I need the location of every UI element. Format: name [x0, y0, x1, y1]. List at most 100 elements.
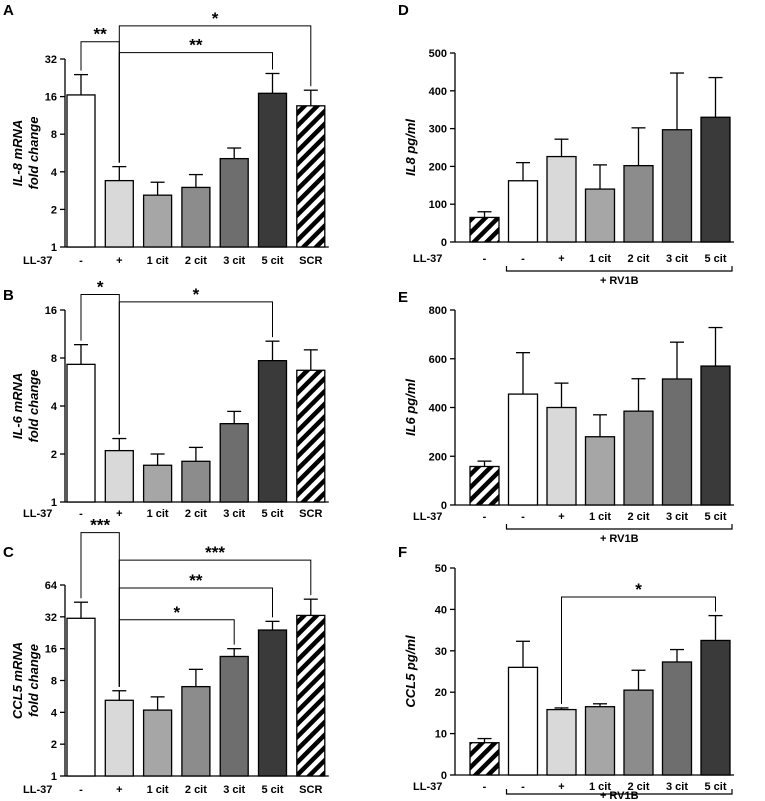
category-label-d-6: 5 cit	[704, 253, 726, 265]
panel-label-c: C	[3, 544, 14, 561]
bar-c-2	[142, 709, 173, 777]
category-label-d-5: 3 cit	[666, 253, 688, 265]
y-tick-label-d-3: 300	[429, 124, 447, 136]
category-label-f-5: 3 cit	[666, 781, 688, 793]
y-tick-label-d-0: 0	[441, 237, 447, 249]
significance-label-a-2: *	[212, 9, 219, 28]
significance-label-b-0: *	[97, 278, 104, 297]
bar-a-3	[181, 186, 211, 248]
y-tick-label-c-1: 2	[51, 739, 57, 751]
bar-c-6	[296, 614, 326, 777]
group-bracket-d	[505, 266, 733, 272]
category-label-e-3: 1 cit	[589, 511, 611, 523]
bar-f-5	[661, 661, 693, 776]
group-label-e: + RV1B	[600, 533, 639, 545]
category-label-e-4: 2 cit	[627, 511, 649, 523]
category-label-f-0: -	[483, 781, 487, 793]
category-label-b-5: 5 cit	[261, 508, 283, 520]
y-tick-label-e-1: 200	[429, 451, 447, 463]
significance-label-a-0: **	[94, 25, 108, 44]
y-tick-label-f-5: 50	[435, 563, 447, 575]
significance-label-c-2: **	[189, 571, 203, 590]
y-axis-label-b-0: IL-6 mRNA	[10, 373, 25, 439]
y-axis-label-b-1: fold change	[26, 370, 41, 443]
panel-label-a: A	[3, 2, 14, 19]
category-label-a-0: -	[79, 255, 83, 267]
bar-c-1	[104, 699, 134, 777]
significance-label-c-0: ***	[90, 516, 110, 535]
y-axis-label-c-0: CCL5 mRNA	[10, 642, 25, 719]
y-tick-label-b-1: 2	[51, 449, 57, 461]
bar-f-0	[469, 742, 500, 776]
category-label-b-4: 3 cit	[223, 508, 245, 520]
row-label-d: LL-37	[413, 253, 442, 265]
bar-d-0	[469, 216, 500, 243]
y-tick-label-b-3: 8	[51, 353, 57, 365]
y-tick-label-a-0: 1	[51, 242, 57, 254]
significance-bracket-a-1	[118, 52, 273, 163]
bar-b-0	[66, 363, 96, 503]
significance-label-a-1: **	[189, 36, 203, 55]
significance-label-c-3: ***	[205, 543, 225, 562]
significance-label-b-1: *	[193, 285, 200, 304]
bar-a-2	[142, 194, 173, 248]
y-tick-label-c-3: 8	[51, 676, 57, 688]
y-tick-label-f-2: 20	[435, 687, 447, 699]
bar-a-5	[257, 92, 288, 248]
y-tick-label-b-0: 1	[51, 497, 57, 509]
bar-d-3	[584, 188, 616, 243]
category-label-c-1: +	[116, 784, 122, 796]
bar-e-3	[584, 436, 616, 506]
bar-f-4	[623, 689, 654, 776]
y-tick-label-b-4: 16	[45, 305, 57, 317]
y-tick-label-a-3: 8	[51, 129, 57, 141]
panel-label-f: F	[398, 544, 407, 561]
y-tick-label-f-4: 40	[435, 604, 447, 616]
bar-d-1	[507, 180, 539, 243]
y-tick-label-a-4: 16	[45, 92, 57, 104]
bar-f-3	[584, 706, 616, 776]
bar-f-1	[507, 666, 539, 776]
significance-bracket-c-3	[118, 559, 312, 687]
category-label-b-1: +	[116, 508, 122, 520]
significance-bracket-c-1	[118, 619, 235, 687]
category-label-f-3: 1 cit	[589, 781, 611, 793]
significance-bracket-f-0	[561, 596, 716, 704]
bar-b-6	[296, 369, 326, 503]
bar-a-0	[66, 94, 96, 248]
bar-c-5	[257, 629, 288, 777]
bar-d-4	[623, 164, 654, 243]
bar-a-1	[104, 179, 134, 248]
y-tick-label-a-2: 4	[51, 167, 58, 179]
y-tick-label-f-1: 10	[435, 729, 447, 741]
category-label-a-3: 2 cit	[185, 255, 207, 267]
y-tick-label-c-0: 1	[51, 771, 57, 783]
category-label-a-6: SCR	[299, 255, 322, 267]
category-label-e-0: -	[483, 511, 487, 523]
bar-b-5	[257, 359, 288, 503]
y-tick-label-a-1: 2	[51, 204, 57, 216]
group-label-f: + RV1B	[600, 790, 639, 801]
y-tick-label-c-5: 32	[45, 612, 57, 624]
y-tick-label-e-2: 400	[429, 403, 447, 415]
y-axis-label-e-0: IL6 pg/ml	[403, 379, 418, 436]
category-label-e-5: 3 cit	[666, 511, 688, 523]
significance-bracket-a-2	[118, 25, 312, 163]
y-tick-label-d-5: 500	[429, 48, 447, 60]
category-label-e-2: +	[558, 511, 564, 523]
row-label-f: LL-37	[413, 781, 442, 793]
row-label-c: LL-37	[23, 784, 52, 796]
category-label-c-5: 5 cit	[261, 784, 283, 796]
category-label-f-4: 2 cit	[627, 781, 649, 793]
y-tick-label-e-4: 800	[429, 305, 447, 317]
category-label-e-1: -	[521, 511, 525, 523]
bar-e-6	[700, 365, 731, 506]
bar-b-2	[142, 464, 173, 503]
significance-label-f-0: *	[635, 580, 642, 599]
y-tick-label-d-4: 400	[429, 86, 447, 98]
bar-b-1	[104, 449, 134, 503]
category-label-c-2: 1 cit	[147, 784, 169, 796]
bar-a-6	[296, 105, 326, 248]
y-axis-label-d-0: IL8 pg/ml	[403, 119, 418, 176]
category-label-f-1: -	[521, 781, 525, 793]
